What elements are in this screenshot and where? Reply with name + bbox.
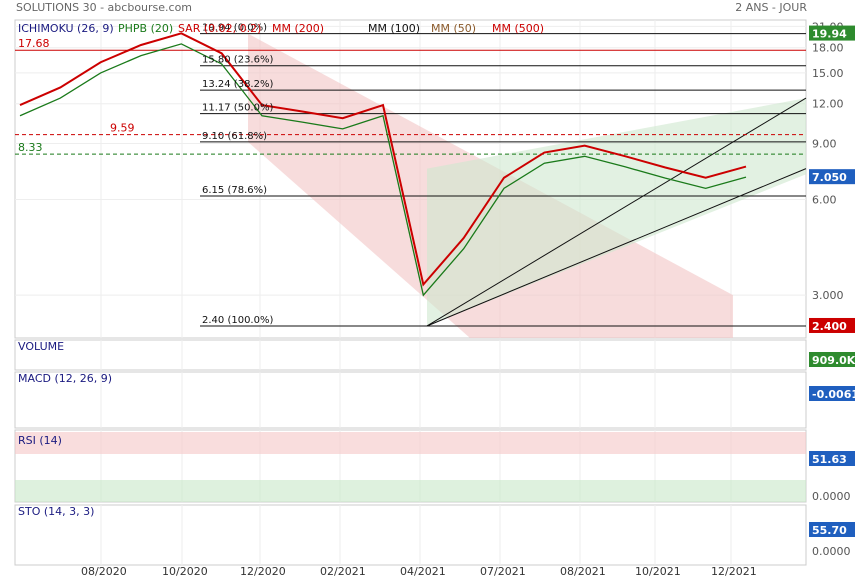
indicator-tag — [809, 352, 855, 367]
x-tick-label: 08/2020 — [81, 565, 127, 578]
y-tick-label: 12.00 — [812, 98, 844, 111]
mm200-line — [19, 32, 747, 287]
legend-item: MM (100) — [368, 22, 420, 35]
price-line — [19, 43, 747, 297]
price-tag-label: 19.94 — [812, 28, 847, 41]
trend-line — [426, 168, 807, 327]
x-tick-label: 07/2021 — [480, 565, 526, 578]
legend-item: ICHIMOKU (26, 9) — [18, 22, 114, 35]
fib-label: 19.94 (0.0%) — [202, 23, 267, 34]
panel-frame — [14, 504, 807, 566]
panel-frame — [14, 371, 807, 429]
indicator-tag-label: -0.0061 — [812, 388, 855, 401]
x-tick-label: 08/2021 — [560, 565, 606, 578]
fib-label: 2.40 (100.0%) — [202, 315, 273, 326]
price-tag-label: 7.050 — [812, 171, 847, 184]
legend-item: MM (50) — [431, 22, 476, 35]
period-label: 2 ANS - JOUR — [735, 1, 807, 14]
fib-label: 9.10 (61.8%) — [202, 131, 267, 142]
fib-label: 6.15 (78.6%) — [202, 185, 267, 196]
y-tick-label: 9.00 — [812, 137, 837, 150]
indicator-tag — [809, 386, 855, 401]
legend-item: SAR (0.02, 0.2) — [178, 22, 261, 35]
y-tick-label: 3.000 — [812, 289, 844, 302]
price-tag — [809, 169, 855, 185]
rsi-overbought — [15, 432, 806, 454]
panel-title: RSI (14) — [18, 434, 62, 447]
fib-label: 11.17 (50.0%) — [202, 103, 273, 114]
indicator-tag-label: 51.63 — [812, 453, 847, 466]
x-tick-label: 12/2021 — [711, 565, 757, 578]
indicator-tag — [809, 451, 855, 466]
y-tick-label: 15.00 — [812, 67, 844, 80]
panel-title: MACD (12, 26, 9) — [18, 372, 112, 385]
indicator-tag-label: 909.0K — [812, 354, 855, 367]
x-tick-label: 04/2021 — [400, 565, 446, 578]
fib-label: 15.80 (23.6%) — [202, 55, 273, 66]
y-tick-label: 0.0000 — [812, 490, 851, 503]
x-tick-label: 10/2021 — [635, 565, 681, 578]
x-tick-label: 10/2020 — [162, 565, 208, 578]
x-tick-label: 12/2020 — [240, 565, 286, 578]
y-tick-label: 6.00 — [812, 193, 837, 206]
level-label: 8.33 — [18, 141, 43, 154]
panel-title: VOLUME — [18, 340, 64, 353]
chart-title: SOLUTIONS 30 - abcbourse.com — [16, 1, 193, 14]
indicator-tag — [809, 522, 855, 537]
legend-item: PHPB (20) — [118, 22, 173, 35]
price-tag-label: 2.400 — [812, 320, 847, 333]
rsi-oversold — [15, 480, 806, 502]
legend-item: MM (200) — [272, 22, 324, 35]
y-tick-label: 0.0000 — [812, 545, 851, 558]
x-tick-label: 02/2021 — [320, 565, 366, 578]
level-label: 17.68 — [18, 37, 50, 50]
y-tick-label: 18.00 — [812, 42, 844, 55]
price-tag — [809, 25, 855, 41]
indicator-tag-label: 55.70 — [812, 524, 847, 537]
fib-label: 13.24 (38.2%) — [202, 79, 273, 90]
level-label: 9.59 — [110, 122, 135, 135]
legend-item: MM (500) — [492, 22, 544, 35]
trend-line — [426, 97, 807, 327]
price-tag — [809, 317, 855, 333]
panel-frame — [14, 339, 807, 371]
panel-title: STO (14, 3, 3) — [18, 505, 94, 518]
